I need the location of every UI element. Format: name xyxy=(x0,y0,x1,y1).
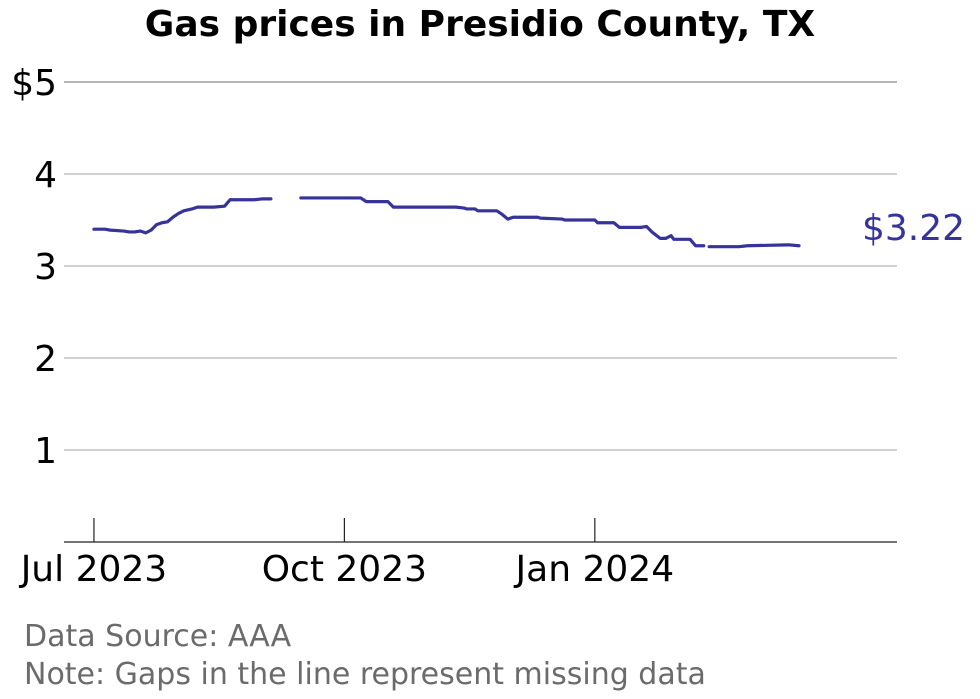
price-line-series xyxy=(92,196,801,249)
price-line-segment xyxy=(92,197,273,235)
x-tick-label: Jan 2024 xyxy=(514,549,675,590)
y-tick-label: $5 xyxy=(11,63,57,104)
price-line-segment xyxy=(707,243,801,249)
missing-data-note: Note: Gaps in the line represent missing… xyxy=(24,657,706,692)
y-tick-label: 4 xyxy=(34,155,57,196)
x-tick-label: Jul 2023 xyxy=(19,549,168,590)
gridlines xyxy=(64,81,897,451)
data-source-note: Data Source: AAA xyxy=(24,619,292,654)
latest-price-label: $3.22 xyxy=(862,208,965,249)
price-line-segment xyxy=(299,196,706,248)
chart-title: Gas prices in Presidio County, TX xyxy=(145,4,816,45)
y-tick-label: 2 xyxy=(34,339,57,380)
y-tick-label: 1 xyxy=(34,431,57,472)
x-tick-label: Oct 2023 xyxy=(262,549,427,590)
y-tick-label: 3 xyxy=(34,247,57,288)
x-axis-ticks: Jul 2023 Oct 2023 Jan 2024 xyxy=(19,518,674,590)
y-axis-tick-labels: 1 2 3 4 $5 xyxy=(11,63,57,472)
